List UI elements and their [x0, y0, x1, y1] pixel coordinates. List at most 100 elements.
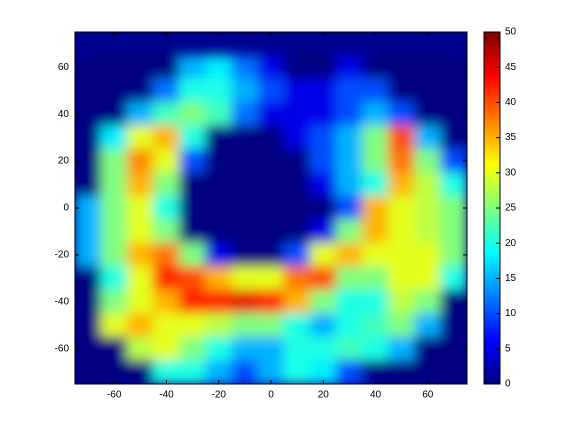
cell — [283, 78, 311, 103]
cell — [231, 289, 259, 315]
cell — [335, 172, 363, 197]
cell — [257, 360, 285, 384]
cell — [440, 313, 467, 338]
cell — [309, 242, 337, 268]
x-tick-label: -40 — [159, 390, 174, 401]
cell — [179, 54, 207, 80]
cell — [414, 125, 442, 150]
cell — [100, 78, 128, 103]
cell — [179, 336, 207, 362]
cell — [335, 78, 363, 103]
colorbar-tick-label: 15 — [505, 273, 517, 284]
cell — [126, 148, 154, 174]
cell — [126, 101, 154, 127]
cell — [257, 336, 285, 362]
cell — [440, 336, 467, 362]
cell — [75, 219, 102, 244]
cell — [361, 289, 390, 315]
cell — [257, 219, 285, 244]
cell — [309, 195, 337, 221]
cell — [126, 336, 154, 362]
cell — [440, 266, 467, 291]
cell — [335, 148, 363, 174]
cell — [361, 172, 390, 197]
y-tick-label: -40 — [55, 297, 70, 308]
cell — [152, 289, 181, 315]
cell — [75, 54, 102, 80]
cell — [283, 336, 311, 362]
y-tick-label: 0 — [63, 203, 69, 214]
y-tick-label: 60 — [58, 62, 70, 73]
cell — [283, 172, 311, 197]
cell — [231, 266, 259, 291]
cell — [179, 101, 207, 127]
cell — [257, 125, 285, 150]
cell — [100, 266, 128, 291]
cell — [100, 101, 128, 127]
cell — [283, 54, 311, 80]
cell — [257, 289, 285, 315]
cell — [309, 172, 337, 197]
cell — [361, 125, 390, 150]
cell — [440, 242, 467, 268]
cell — [309, 101, 337, 127]
cell — [257, 195, 285, 221]
cell — [179, 242, 207, 268]
cell — [283, 148, 311, 174]
cell — [205, 101, 233, 127]
colorbar-tick-label: 50 — [505, 27, 517, 38]
cell — [283, 242, 311, 268]
cell — [179, 266, 207, 291]
cell — [126, 219, 154, 244]
cell — [75, 242, 102, 268]
cell — [100, 172, 128, 197]
cell — [75, 266, 102, 291]
cell — [179, 78, 207, 103]
y-tick-label: 20 — [58, 156, 70, 167]
cell — [205, 289, 233, 315]
cell — [335, 313, 363, 338]
cell — [205, 172, 233, 197]
cell — [440, 360, 467, 384]
cell — [361, 266, 390, 291]
colorbar-tick-label: 30 — [505, 167, 517, 178]
cell — [231, 54, 259, 80]
cell — [126, 242, 154, 268]
cell — [205, 336, 233, 362]
cell — [75, 172, 102, 197]
cell — [283, 219, 311, 244]
cell — [335, 101, 363, 127]
cell — [440, 195, 467, 221]
cell — [75, 125, 102, 150]
x-tick-label: -60 — [107, 390, 122, 401]
colorbar-tick-label: 25 — [505, 203, 517, 214]
cell — [361, 219, 390, 244]
cell — [440, 125, 467, 150]
cell — [414, 172, 442, 197]
cell — [152, 360, 181, 384]
cell — [231, 313, 259, 338]
cell — [414, 78, 442, 103]
cell — [335, 266, 363, 291]
cell — [414, 242, 442, 268]
colorbar-tick-label: 20 — [505, 238, 517, 249]
cell — [179, 172, 207, 197]
cell — [152, 78, 181, 103]
cell — [179, 313, 207, 338]
cell — [309, 336, 337, 362]
cell — [283, 125, 311, 150]
cell — [283, 289, 311, 315]
cell — [414, 313, 442, 338]
cell — [205, 219, 233, 244]
cell — [231, 219, 259, 244]
cell — [179, 148, 207, 174]
cell — [388, 266, 416, 291]
cell — [100, 242, 128, 268]
cell — [100, 195, 128, 221]
cell — [335, 336, 363, 362]
cell — [440, 78, 467, 103]
cell — [335, 195, 363, 221]
cell — [361, 242, 390, 268]
cell — [152, 101, 181, 127]
